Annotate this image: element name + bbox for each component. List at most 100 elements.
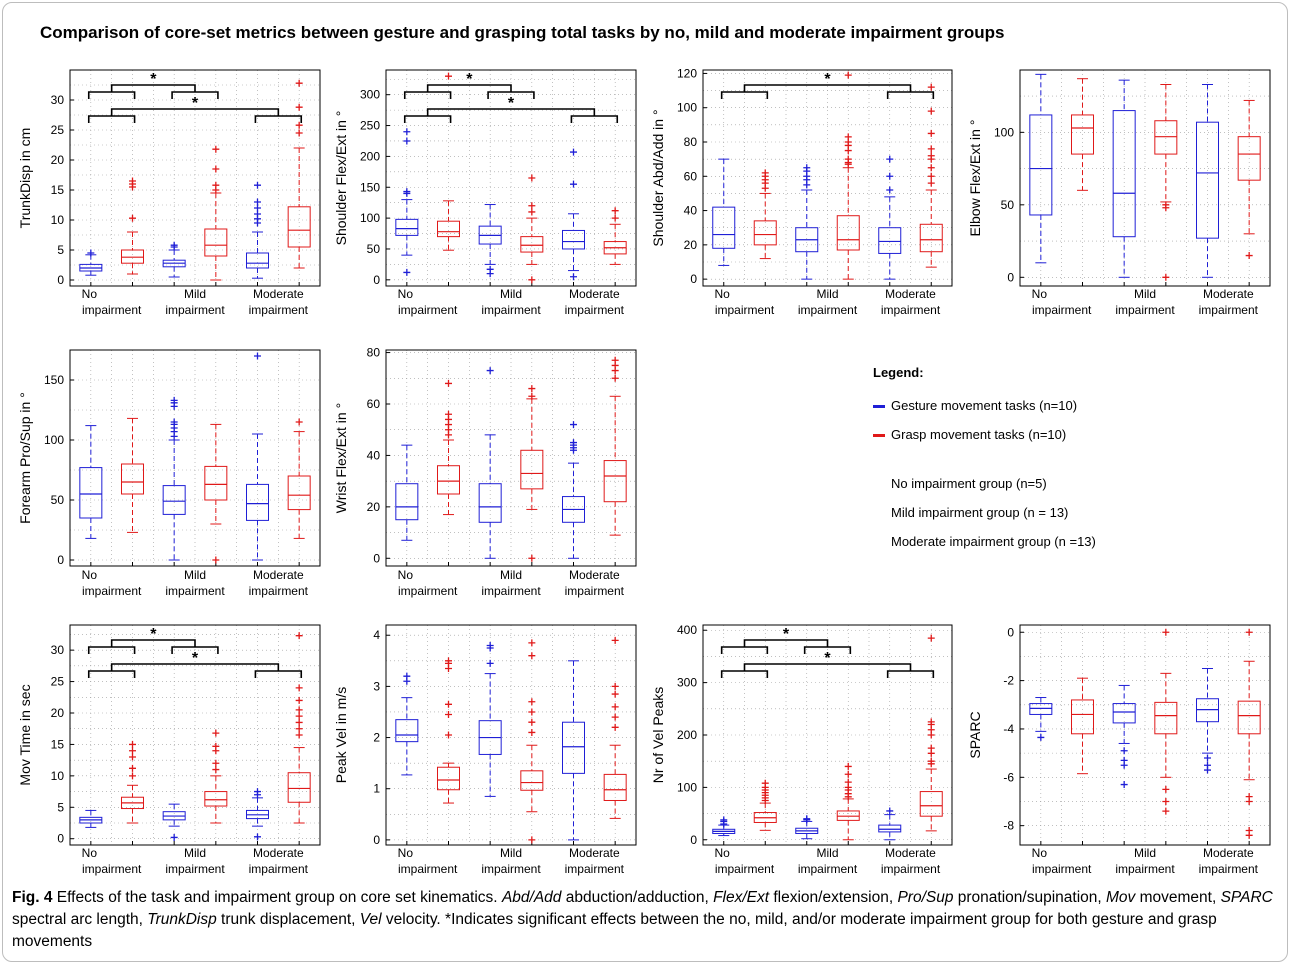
y-tick-label: 20	[51, 706, 65, 720]
x-category-label: No	[1032, 846, 1048, 860]
y-tick-label: 50	[367, 242, 381, 256]
significance-star: *	[150, 626, 157, 643]
outlier-point	[486, 659, 494, 667]
outlier-point	[212, 729, 220, 737]
y-tick-label: -4	[1003, 722, 1014, 736]
y-tick-label: 60	[367, 397, 381, 411]
chart-panel: 0 5 10 15 20 25 30 Mov Time in sec No impairment M…	[17, 624, 321, 876]
caption-term: Flex/Ext	[713, 889, 770, 906]
outlier-point	[170, 396, 178, 404]
outlier-point	[486, 265, 494, 273]
caption-term: TrunkDisp	[147, 911, 217, 928]
box	[395, 719, 419, 743]
caption-term-desc: abduction/adduction,	[561, 889, 714, 906]
outlier-point	[170, 418, 178, 426]
y-axis-label: Forearm Pro/Sup in °	[17, 392, 33, 524]
y-tick-label: 10	[51, 213, 65, 227]
x-category-label: No	[82, 287, 98, 301]
box	[603, 773, 627, 801]
x-category-label: impairment	[565, 862, 625, 876]
legend-grasp-label: Grasp movement tasks (n=10)	[891, 427, 1067, 442]
outlier-point	[528, 392, 536, 400]
outlier-point	[927, 107, 935, 115]
y-tick-label: 15	[51, 737, 65, 751]
chart-panel: 0 1 2 3 4 Peak Vel in m/s No impairment Mild impa…	[333, 624, 637, 876]
box	[204, 791, 228, 807]
significance-bracket	[87, 639, 219, 654]
outlier-point	[927, 145, 935, 153]
legend: Legend: Gesture movement tasks (n=10) Gr…	[870, 362, 1250, 562]
x-category-label: Moderate	[569, 287, 620, 301]
box	[287, 772, 311, 803]
x-category-label: Moderate	[253, 287, 304, 301]
caption-term: Pro/Sup	[897, 889, 954, 906]
outlier-point	[886, 172, 894, 180]
y-tick-label: 15	[51, 183, 65, 197]
outlier-point	[445, 711, 452, 719]
outlier-point	[611, 374, 619, 382]
x-category-label: impairment	[165, 862, 225, 876]
outlier-point	[295, 79, 303, 87]
outlier-point	[611, 214, 619, 222]
y-tick-label: 300	[360, 88, 380, 102]
outlier-point	[254, 181, 261, 189]
legend-gesture: Gesture movement tasks (n=10)	[873, 398, 1077, 413]
outlier-point	[129, 772, 136, 780]
x-category-label: impairment	[565, 303, 625, 317]
box	[478, 483, 502, 523]
outlier-point	[1162, 628, 1170, 636]
x-category-label: impairment	[249, 584, 309, 598]
chart-panel: 0 20 40 60 80 Wrist Flex/Ext in ° No impairment…	[333, 346, 637, 598]
outlier-point	[403, 268, 411, 276]
y-tick-label: 5	[57, 800, 64, 814]
outlier-point	[403, 128, 411, 136]
outlier-point	[486, 367, 494, 375]
y-tick-label: 120	[677, 66, 697, 80]
y-tick-label: 100	[677, 780, 697, 794]
legend-gesture-label: Gesture movement tasks (n=10)	[891, 398, 1078, 413]
y-tick-label: 0	[1007, 270, 1014, 284]
outlier-point	[1120, 747, 1128, 755]
x-category-label: Moderate	[885, 846, 936, 860]
box	[162, 485, 186, 515]
outlier-point	[295, 418, 303, 426]
outlier-point	[87, 249, 95, 257]
x-category-label: impairment	[165, 584, 225, 598]
outlier-point	[254, 210, 261, 218]
y-tick-label: 100	[360, 211, 380, 225]
y-tick-label: 100	[677, 101, 697, 115]
outlier-point	[1120, 761, 1128, 769]
x-category-label: impairment	[398, 303, 458, 317]
chart-panel: 0 50 100 150 Forearm Pro/Sup in ° No impairmen…	[17, 349, 321, 598]
outlier-point	[445, 72, 452, 80]
x-category-label: Moderate	[885, 287, 936, 301]
x-category-label: Mild	[184, 846, 206, 860]
y-tick-label: 300	[677, 676, 697, 690]
x-category-label: Mild	[500, 287, 522, 301]
outlier-point	[1245, 831, 1253, 839]
outlier-point	[254, 352, 261, 360]
y-tick-label: -6	[1003, 770, 1014, 784]
box	[520, 449, 544, 490]
x-category-label: Mild	[500, 568, 522, 582]
x-category-label: impairment	[1032, 862, 1092, 876]
y-tick-label: 20	[51, 153, 65, 167]
outlier-point	[212, 766, 220, 774]
y-tick-label: 0	[690, 272, 697, 286]
box	[204, 465, 228, 501]
x-category-label: No	[398, 568, 414, 582]
y-tick-label: 30	[51, 93, 65, 107]
significance-bracket	[720, 663, 935, 678]
legend-group-no: No impairment group (n=5)	[891, 476, 1047, 491]
y-tick-label: 400	[677, 623, 697, 637]
x-category-label: impairment	[881, 862, 941, 876]
outlier-point	[1162, 201, 1170, 209]
outlier-point	[528, 698, 536, 706]
x-category-label: impairment	[481, 303, 541, 317]
outlier-point	[129, 753, 136, 761]
outlier-point	[254, 788, 261, 796]
box	[603, 460, 627, 503]
x-category-label: impairment	[249, 862, 309, 876]
outlier-point	[403, 672, 411, 680]
